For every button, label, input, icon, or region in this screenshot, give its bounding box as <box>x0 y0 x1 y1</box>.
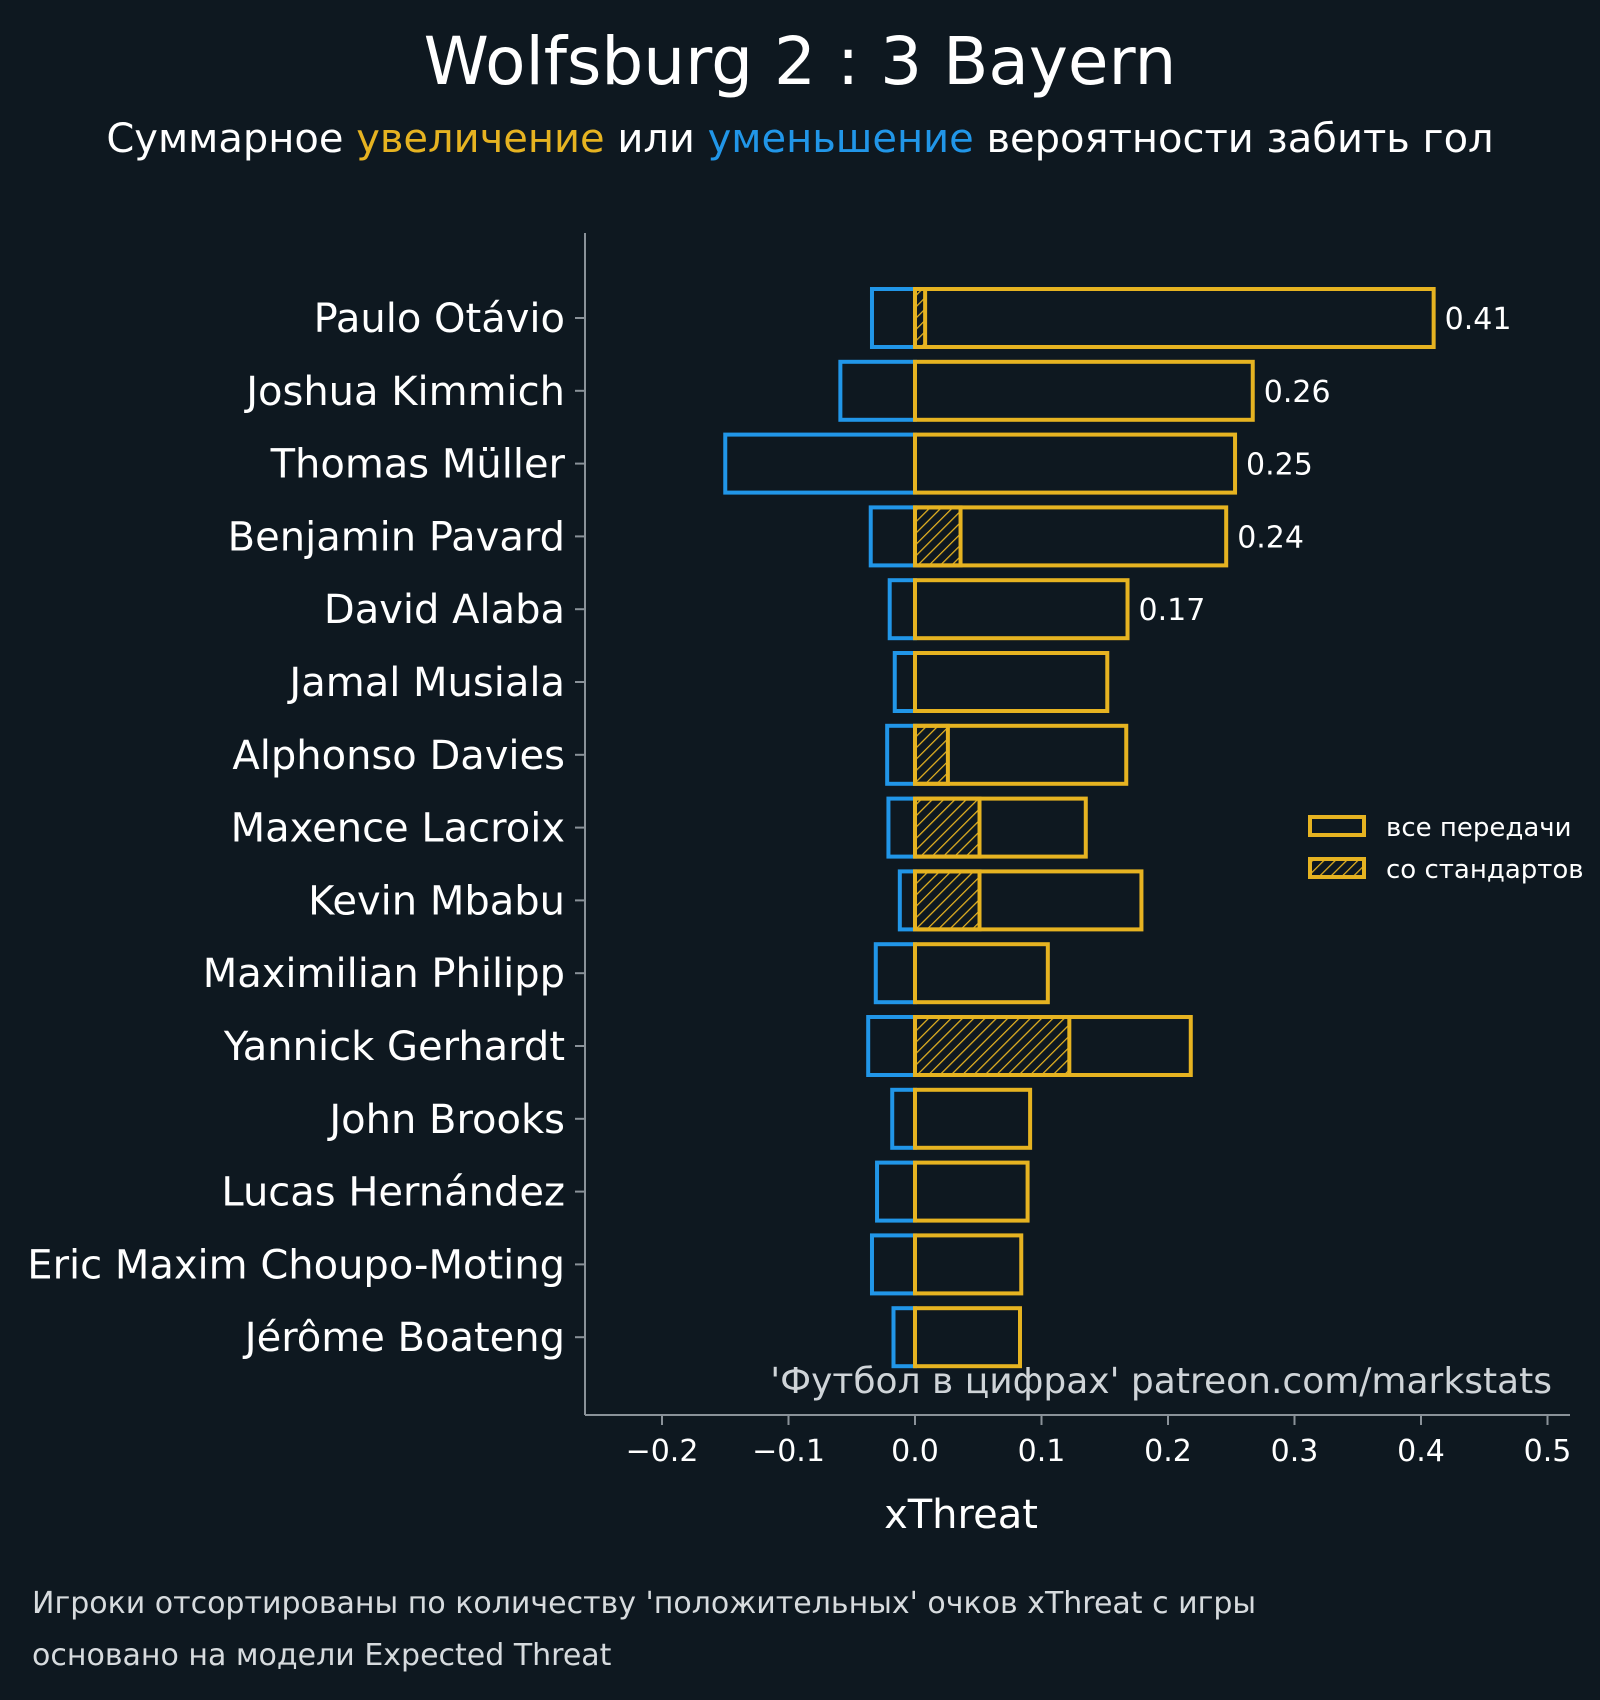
bar-negative <box>869 1233 917 1296</box>
chart-subtitle: Суммарное увеличение или уменьшение веро… <box>106 116 1493 162</box>
bar-positive <box>913 505 1229 568</box>
bar-negative <box>866 1015 918 1077</box>
y-tick-label: Joshua Kimmich <box>243 369 565 415</box>
x-tick-label: 0.2 <box>1144 1434 1192 1469</box>
bar-positive <box>913 796 1088 859</box>
bar-negative <box>885 723 917 786</box>
bar-positive <box>913 1015 1193 1077</box>
y-tick-label: Maxence Lacroix <box>231 806 565 852</box>
y-tick-label: John Brooks <box>326 1097 565 1143</box>
data-label: 0.24 <box>1237 520 1304 555</box>
bar-positive <box>913 942 1050 1005</box>
x-tick-label: −0.1 <box>752 1434 825 1469</box>
bar-positive <box>913 432 1238 495</box>
bar-negative <box>891 1306 917 1369</box>
x-tick-label: 0.4 <box>1397 1434 1445 1469</box>
y-tick-label: Jérôme Boateng <box>242 1315 565 1361</box>
legend-swatch-set-pieces <box>1308 857 1366 879</box>
y-tick-label: Eric Maxim Choupo-Moting <box>27 1242 565 1288</box>
x-axis-label: xThreat <box>884 1492 1038 1538</box>
bar-positive <box>913 1087 1033 1150</box>
axes: Paulo Otávio Joshua Kimmich Thomas Müller B… <box>27 233 1571 1469</box>
legend: все передачи со стандартов <box>1308 813 1584 885</box>
y-tick-label: Jamal Musiala <box>286 660 565 706</box>
bar-negative <box>838 359 917 422</box>
data-label: 0.26 <box>1264 375 1331 410</box>
bar-negative <box>886 796 917 859</box>
bar-negative <box>892 651 918 713</box>
x-tick-label: 0.3 <box>1271 1434 1319 1469</box>
chart-title: Wolfsburg 2 : 3 Bayern <box>424 23 1177 100</box>
footnote-line-2: основано на модели Expected Threat <box>32 1638 612 1673</box>
bar-set-pieces <box>913 505 963 568</box>
bar-positive <box>913 723 1129 786</box>
bar-negative <box>869 287 917 349</box>
data-label: 0.41 <box>1445 302 1512 337</box>
bar-positive <box>913 1233 1024 1296</box>
y-tick-label: Yannick Gerhardt <box>223 1024 565 1070</box>
footnote-line-1: Игроки отсортированы по количеству 'поло… <box>32 1586 1256 1621</box>
bar-negative <box>890 1087 917 1150</box>
bar-negative <box>873 942 917 1005</box>
bar-negative <box>723 432 917 495</box>
subtitle-decrease: уменьшение <box>708 116 974 162</box>
watermark: 'Футбол в цифрах' patreon.com/markstats <box>770 1361 1552 1402</box>
y-tick-label: Maximilian Philipp <box>203 951 565 997</box>
bar-positive <box>913 1306 1022 1369</box>
bar-negative <box>897 869 918 932</box>
subtitle-part2: или <box>605 116 708 162</box>
bar-set-pieces <box>913 723 950 786</box>
subtitle-part1: Суммарное <box>106 116 356 162</box>
y-tick-label: Kevin Mbabu <box>308 878 565 924</box>
bar-positive <box>913 869 1144 932</box>
y-tick-label: David Alaba <box>324 587 565 633</box>
y-tick-label: Alphonso Davies <box>232 733 565 779</box>
bar-set-pieces <box>913 869 982 932</box>
y-tick-label: Lucas Hernández <box>221 1170 565 1216</box>
bar-positive <box>913 287 1436 349</box>
y-tick-label: Paulo Otávio <box>314 296 565 342</box>
bar-negative <box>875 1160 917 1223</box>
subtitle-increase: увеличение <box>356 116 604 162</box>
bar-negative <box>887 578 918 641</box>
plot-area: 0.41 0.26 0.25 0.24 0.17 <box>723 287 1512 1369</box>
y-tick-label: Thomas Müller <box>270 442 566 488</box>
legend-swatch-all-passes <box>1308 815 1366 837</box>
x-tick-label: 0.1 <box>1018 1434 1066 1469</box>
data-label: 0.25 <box>1246 448 1313 483</box>
x-tick-label: 0.0 <box>891 1434 939 1469</box>
x-tick-label: −0.2 <box>626 1434 699 1469</box>
bar-positive <box>913 359 1255 422</box>
legend-label-all-passes: все передачи <box>1386 813 1572 843</box>
legend-label-set-pieces: со стандартов <box>1386 855 1584 885</box>
bar-set-pieces <box>913 796 982 859</box>
bar-set-pieces <box>913 1015 1072 1077</box>
bar-positive <box>913 578 1130 641</box>
bar-positive <box>913 651 1110 713</box>
bar-positive <box>913 1160 1030 1223</box>
data-label: 0.17 <box>1139 593 1206 628</box>
bar-negative <box>868 505 917 568</box>
subtitle-part3: вероятности забить гол <box>974 116 1494 162</box>
x-tick-label: 0.5 <box>1524 1434 1572 1469</box>
y-tick-label: Benjamin Pavard <box>228 514 565 560</box>
